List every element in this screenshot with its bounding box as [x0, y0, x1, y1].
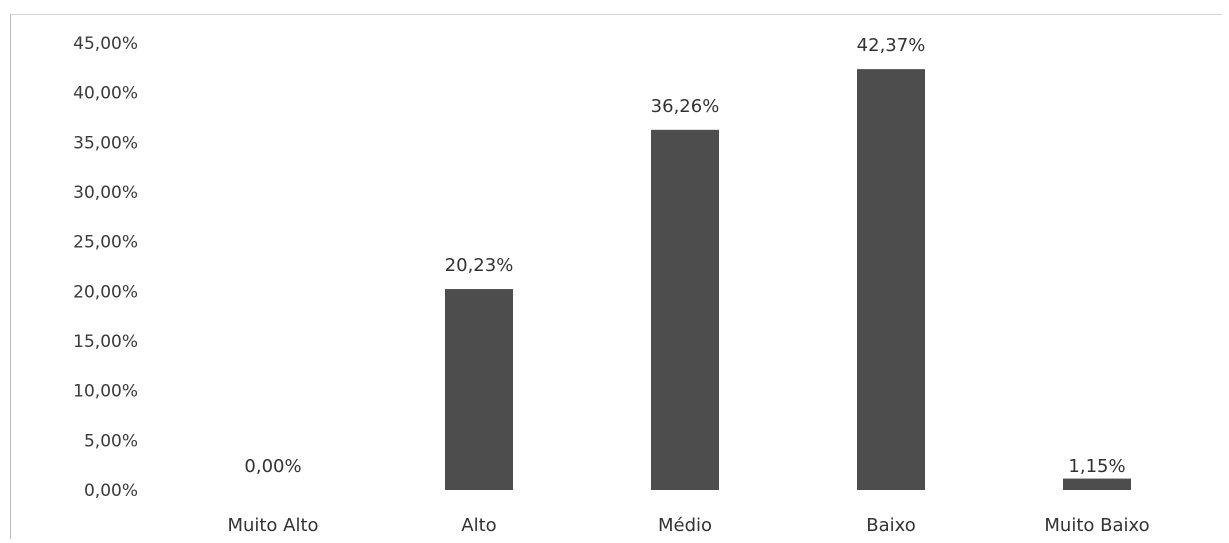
y-tick-label: 45,00% — [73, 34, 138, 54]
bar-value-label: 0,00% — [244, 456, 301, 477]
y-tick-label: 40,00% — [73, 84, 138, 104]
y-tick-label: 0,00% — [84, 481, 138, 501]
bar — [1063, 478, 1131, 490]
x-category-label: Muito Alto — [227, 515, 318, 536]
bar-value-label: 1,15% — [1068, 456, 1125, 477]
x-category-label: Baixo — [866, 515, 916, 536]
y-axis-tick-labels: 0,00% 5,00% 10,00% 15,00% 20,00% 25,00% 30,00%… — [73, 34, 138, 501]
y-tick-label: 35,00% — [73, 133, 138, 153]
y-tick-label: 15,00% — [73, 332, 138, 352]
x-axis-category-labels: Muito Alto Alto Médio Baixo Muito Baixo — [227, 515, 1149, 536]
x-category-label: Alto — [461, 515, 496, 536]
bar-value-labels: 0,00% 20,23% 36,26% 42,37% 1,15% — [244, 35, 1125, 477]
y-tick-label: 20,00% — [73, 282, 138, 302]
bar-value-label: 36,26% — [651, 96, 720, 117]
y-tick-label: 10,00% — [73, 382, 138, 402]
bar-value-label: 20,23% — [445, 255, 514, 276]
x-category-label: Médio — [658, 515, 712, 536]
bars — [445, 69, 1131, 491]
y-tick-label: 5,00% — [84, 431, 138, 451]
bar — [445, 289, 513, 490]
y-tick-label: 30,00% — [73, 183, 138, 203]
bar-value-label: 42,37% — [857, 35, 926, 56]
y-tick-label: 25,00% — [73, 233, 138, 253]
chart-frame — [10, 14, 1222, 539]
bar — [857, 69, 925, 490]
x-category-label: Muito Baixo — [1044, 515, 1149, 536]
bar — [651, 129, 719, 491]
